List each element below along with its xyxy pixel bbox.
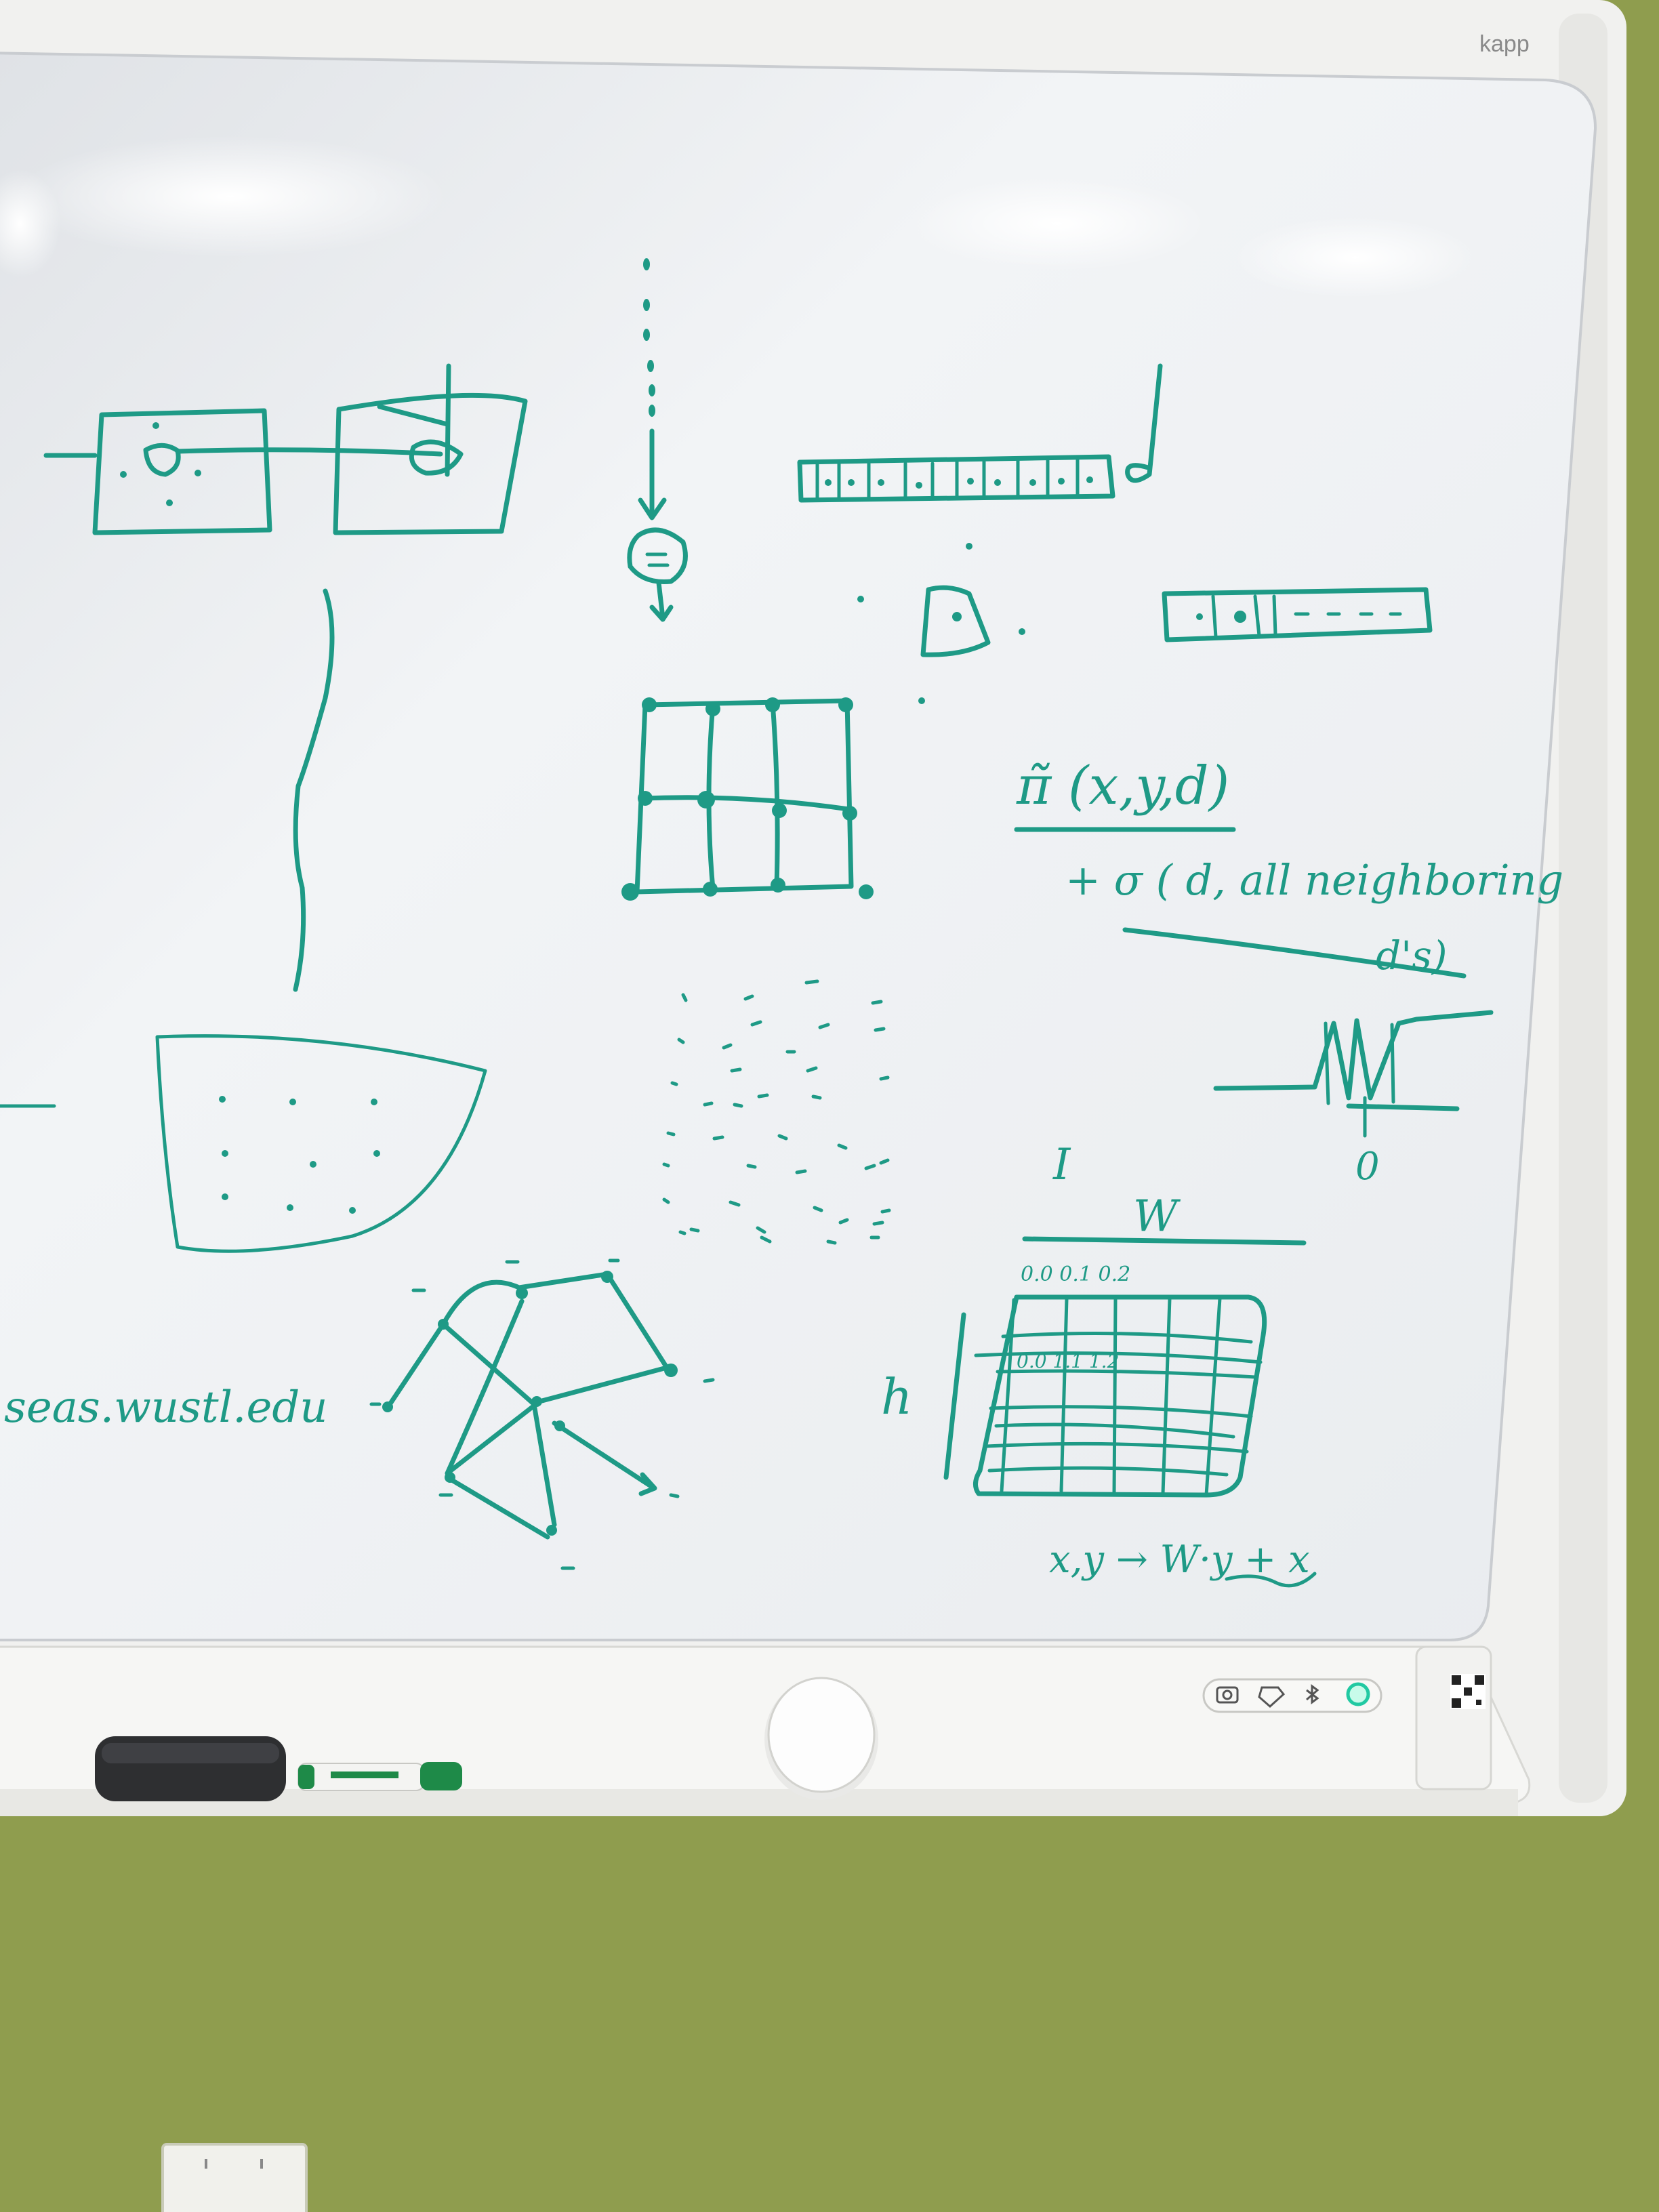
grid-values-top: 0.0 0.1 0.2	[1021, 1263, 1130, 1286]
drawing-scattered-dashes	[662, 979, 891, 1245]
drawing-crossed-graph	[369, 1258, 715, 1570]
drawing-vector-rows	[797, 363, 1433, 704]
eraser[interactable]	[95, 1736, 286, 1801]
capture-button[interactable]	[764, 1677, 878, 1800]
drawing-brace-line	[293, 588, 335, 992]
qr-code-icon	[1450, 1674, 1486, 1709]
drawing-formula-block: π̃ (x,y,d) + σ ( d, all neighboring d's)…	[1014, 756, 1563, 1189]
wall-outlet	[161, 2143, 308, 2212]
grid-values-mid: 0.0 1.1 1.2	[1017, 1350, 1119, 1372]
h-label: h	[881, 1368, 912, 1425]
drawing-url-note: seas.wustl.edu	[4, 1382, 328, 1433]
drawing-top-left-boxes	[43, 363, 528, 535]
status-panel	[1202, 1678, 1382, 1713]
index-formula: x,y → W·y + x	[1049, 1538, 1310, 1582]
tag-icon[interactable]	[1258, 1686, 1286, 1708]
brand-label: kapp	[1479, 31, 1530, 57]
drawing-grid-graph	[621, 697, 874, 901]
bluetooth-icon[interactable]	[1306, 1684, 1319, 1704]
camera-icon[interactable]	[1216, 1686, 1239, 1704]
green-marker[interactable]	[298, 1762, 462, 1791]
sigma-expression: + σ ( d, all neighboring	[1065, 855, 1563, 905]
zero-label: 0	[1355, 1145, 1380, 1189]
i-label: I	[1052, 1140, 1071, 1190]
power-light-icon	[1346, 1682, 1370, 1706]
drawing-dotted-region	[0, 1034, 487, 1253]
drawing-image-grid: I W 0.0 0.1 0.2 h 0.0 1.1 1.2 x,y → W·y …	[881, 1140, 1317, 1588]
url-text: seas.wustl.edu	[4, 1382, 328, 1433]
drawing-dots-arrow	[627, 258, 688, 622]
w-label: W	[1133, 1191, 1181, 1242]
pi-expression: π̃ (x,y,d)	[1016, 756, 1229, 817]
